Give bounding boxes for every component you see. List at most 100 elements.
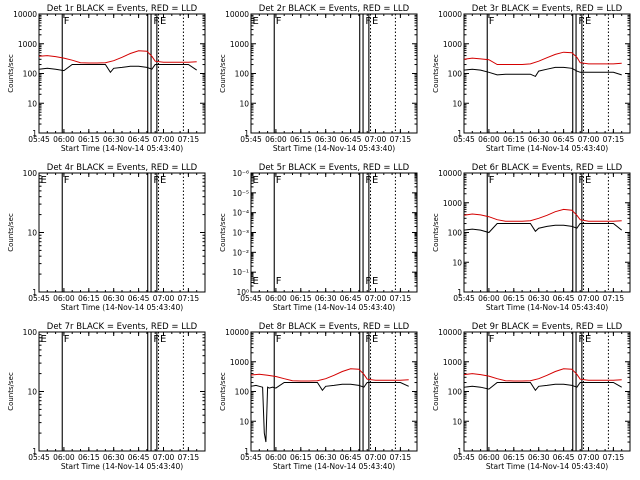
flag-marker-f: F bbox=[153, 175, 159, 186]
y-tick-label: 100 bbox=[448, 388, 463, 397]
x-tick-label: 06:30 bbox=[315, 135, 337, 144]
x-axis-label: Start Time (14-Nov-14 05:43:40) bbox=[61, 144, 183, 153]
x-tick-label: 06:15 bbox=[290, 294, 312, 303]
x-tick-label: 06:30 bbox=[528, 135, 550, 144]
y-tick-label: 10 bbox=[27, 99, 37, 108]
y-tick-label: 100 bbox=[23, 328, 38, 337]
y-tick-label: 10⁻⁶ bbox=[232, 169, 249, 178]
x-tick-label: 06:30 bbox=[315, 453, 337, 462]
flag-marker-e: E bbox=[372, 16, 378, 27]
x-tick-label: 05:45 bbox=[240, 294, 262, 303]
panel-title: Det 3r BLACK = Events, RED = LLD bbox=[472, 4, 623, 14]
y-tick-label: 10 bbox=[27, 229, 37, 238]
x-tick-label: 06:00 bbox=[265, 453, 287, 462]
y-axis-label: Counts/sec bbox=[7, 213, 15, 252]
x-tick-label: 05:45 bbox=[240, 135, 262, 144]
x-tick-label: 06:30 bbox=[528, 453, 550, 462]
x-tick-label: 07:15 bbox=[178, 135, 200, 144]
flag-marker-f: F bbox=[578, 334, 584, 345]
y-tick-label: 10 bbox=[452, 417, 462, 426]
flag-marker-bottom-e: E bbox=[372, 276, 378, 287]
flag-marker-f: F bbox=[153, 334, 159, 345]
y-tick-label: 1000 bbox=[443, 199, 462, 208]
y-axis-label: Counts/sec bbox=[432, 372, 440, 411]
plot-frame bbox=[463, 13, 631, 134]
x-tick-label: 07:00 bbox=[153, 453, 175, 462]
y-tick-label: 10 bbox=[239, 417, 249, 426]
y-axis-label: Counts/sec bbox=[432, 213, 440, 252]
panel-title: Det 9r BLACK = Events, RED = LLD bbox=[472, 322, 623, 332]
x-tick-label: 06:45 bbox=[553, 453, 575, 462]
y-tick-label: 10000 bbox=[438, 169, 462, 178]
x-tick-label: 06:15 bbox=[503, 453, 525, 462]
x-tick-label: 07:00 bbox=[153, 294, 175, 303]
x-tick-label: 06:15 bbox=[78, 453, 100, 462]
x-tick-label: 06:15 bbox=[78, 294, 100, 303]
y-tick-label: 1 bbox=[244, 129, 249, 138]
x-tick-label: 06:45 bbox=[340, 453, 362, 462]
flag-marker-f: F bbox=[153, 16, 159, 27]
series-lld-line bbox=[463, 208, 622, 222]
plot-frame bbox=[250, 172, 418, 293]
series-events-line bbox=[463, 382, 622, 392]
panel-title: Det 2r BLACK = Events, RED = LLD bbox=[259, 4, 410, 14]
y-tick-label: 10⁻⁴ bbox=[232, 209, 249, 218]
y-tick-label: 1000 bbox=[230, 358, 249, 367]
y-tick-label: 1 bbox=[457, 129, 462, 138]
series-lld-line bbox=[463, 368, 622, 382]
flag-marker-e: E bbox=[585, 175, 591, 186]
x-tick-label: 07:00 bbox=[153, 135, 175, 144]
y-tick-label: 100 bbox=[448, 70, 463, 79]
plot-frame bbox=[38, 13, 206, 134]
y-tick-label: 1000 bbox=[18, 40, 37, 49]
x-tick-label: 06:00 bbox=[53, 453, 75, 462]
y-tick-label: 10⁰ bbox=[236, 288, 249, 297]
flag-marker-e: E bbox=[160, 334, 166, 345]
flag-marker-f: F bbox=[578, 16, 584, 27]
flag-marker-f: F bbox=[64, 334, 70, 345]
x-tick-label: 05:45 bbox=[453, 294, 475, 303]
x-tick-label: 07:00 bbox=[365, 135, 387, 144]
series-lld-line bbox=[38, 50, 197, 64]
y-tick-label: 10⁻¹ bbox=[232, 268, 249, 277]
x-axis-label: Start Time (14-Nov-14 05:43:40) bbox=[486, 144, 608, 153]
y-tick-label: 10⁻³ bbox=[232, 229, 249, 238]
y-tick-label: 1 bbox=[32, 447, 37, 456]
x-tick-label: 07:15 bbox=[178, 294, 200, 303]
y-tick-label: 100 bbox=[23, 70, 38, 79]
x-tick-label: 05:45 bbox=[28, 294, 50, 303]
flag-marker-e: E bbox=[41, 175, 47, 186]
panel-title: Det 7r BLACK = Events, RED = LLD bbox=[47, 322, 198, 332]
x-tick-label: 07:00 bbox=[365, 453, 387, 462]
x-axis-label: Start Time (14-Nov-14 05:43:40) bbox=[486, 303, 608, 312]
x-axis-label: Start Time (14-Nov-14 05:43:40) bbox=[61, 462, 183, 471]
x-tick-label: 06:30 bbox=[103, 294, 125, 303]
x-tick-label: 06:30 bbox=[528, 294, 550, 303]
x-tick-label: 07:15 bbox=[603, 135, 625, 144]
flag-marker-f: F bbox=[64, 16, 70, 27]
flag-marker-e: E bbox=[253, 16, 259, 27]
y-tick-label: 10⁻² bbox=[232, 248, 249, 257]
y-tick-label: 100 bbox=[235, 388, 250, 397]
x-tick-label: 06:30 bbox=[315, 294, 337, 303]
y-tick-label: 1000 bbox=[443, 40, 462, 49]
x-tick-label: 06:45 bbox=[553, 135, 575, 144]
x-tick-label: 07:15 bbox=[178, 453, 200, 462]
plot-frame bbox=[38, 172, 206, 293]
series-events-line bbox=[250, 382, 409, 443]
x-tick-label: 06:45 bbox=[553, 294, 575, 303]
panel-title: Det 1r BLACK = Events, RED = LLD bbox=[47, 4, 198, 14]
flag-marker-e: E bbox=[41, 334, 47, 345]
x-tick-label: 06:15 bbox=[78, 135, 100, 144]
x-tick-label: 05:45 bbox=[240, 453, 262, 462]
y-tick-label: 1 bbox=[457, 447, 462, 456]
x-tick-label: 06:45 bbox=[128, 294, 150, 303]
flag-marker-f: F bbox=[276, 16, 282, 27]
series-events-line bbox=[463, 223, 623, 234]
y-tick-label: 1 bbox=[457, 288, 462, 297]
flag-marker-f: F bbox=[489, 16, 495, 27]
x-tick-label: 06:15 bbox=[503, 294, 525, 303]
flag-marker-f: F bbox=[578, 175, 584, 186]
